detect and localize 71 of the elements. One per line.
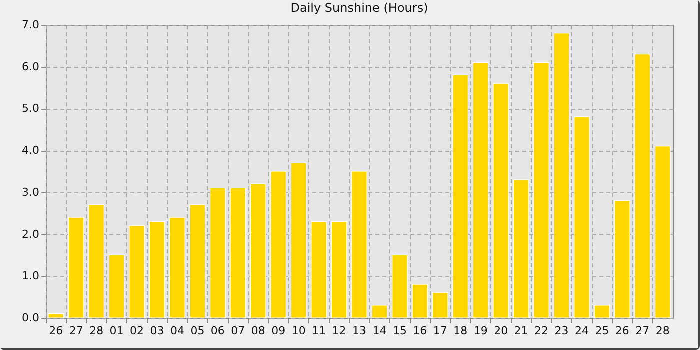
x-tick-label: 26 [615,324,630,338]
bar [210,188,226,318]
bar [331,221,348,318]
bar [634,54,651,318]
bar [534,62,550,318]
bar [392,254,408,318]
chart-title: Daily Sunshine (Hours) [290,1,428,15]
x-tick-label: 02 [130,324,144,338]
x-tick-label: 13 [352,324,366,338]
bar [655,146,671,318]
y-tick-label: 3.0 [22,186,40,199]
x-tick-label: 22 [534,324,549,338]
bar [230,188,246,318]
x-tick-label: 07 [231,324,246,338]
bar [594,305,610,318]
x-tick-label: 24 [574,324,589,338]
x-tick-label: 19 [474,324,488,338]
bar [108,254,125,318]
x-tick-label: 11 [312,324,326,338]
bar [311,221,327,318]
bar [48,314,64,318]
bar [68,217,84,318]
bar [574,116,590,318]
bar [554,33,570,318]
bar [270,171,286,318]
bar [170,217,186,318]
x-tick-label: 09 [272,324,286,338]
x-tick-label: 05 [190,324,205,338]
bar [472,62,489,318]
x-tick-label: 12 [332,324,346,338]
x-tick-label: 10 [292,324,306,338]
x-tick-label: 18 [454,324,468,338]
bar [352,171,368,318]
x-tick-label: 01 [110,324,124,338]
bar [432,292,448,318]
x-tick-label: 06 [210,324,225,338]
bar [149,221,166,318]
bar [452,74,469,318]
y-tick-label: 5.0 [22,102,40,116]
x-tick-label: 21 [514,324,528,338]
y-tick-label: 6.0 [22,60,40,74]
bar [513,180,530,318]
bar [412,284,428,318]
x-tick-label: 15 [392,324,407,338]
bar [290,162,307,318]
x-tick-label: 26 [49,324,64,338]
bar [190,204,206,318]
y-tick-label: 0.0 [22,312,40,324]
x-tick-label: 28 [656,324,670,338]
bar [129,226,145,318]
y-tick-label: 1.0 [22,270,40,283]
x-tick-label: 04 [170,324,184,338]
bar [493,83,509,318]
x-tick-label: 16 [413,324,428,338]
x-tick-label: 08 [251,324,266,338]
bar [250,184,266,318]
x-tick-label: 27 [69,324,84,338]
x-tick-label: 14 [372,324,387,338]
x-tick-label: 28 [90,324,104,338]
y-tick-label: 7.0 [22,18,40,32]
y-tick-label: 2.0 [22,228,40,241]
x-tick-label: 23 [554,324,569,338]
x-tick-label: 25 [595,324,610,338]
y-tick-label: 4.0 [22,144,40,158]
x-tick-label: 03 [150,324,164,338]
bar [372,305,388,318]
x-tick-label: 27 [636,324,650,338]
bar [88,204,104,318]
bar [614,200,630,318]
x-tick-label: 17 [433,324,448,338]
x-tick-label: 20 [494,324,508,338]
